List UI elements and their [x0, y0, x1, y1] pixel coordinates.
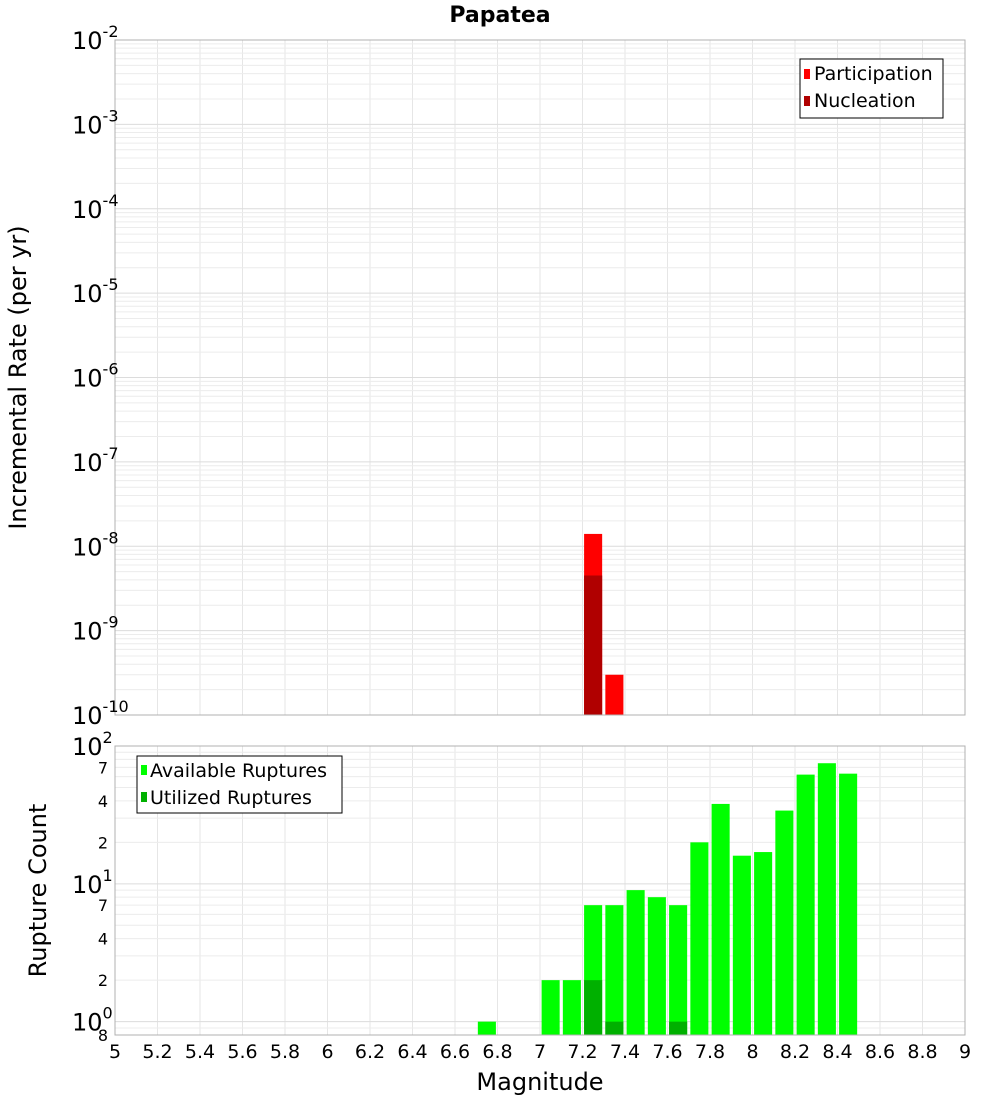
count-legend: Available Ruptures Utilized Ruptures — [136, 755, 343, 814]
available-ruptures-bar — [690, 842, 709, 1035]
available-ruptures-bar — [796, 774, 815, 1035]
available-ruptures-bar — [817, 763, 836, 1035]
rate-y-tick-label: 10-9 — [72, 613, 119, 646]
available-legend-swatch — [141, 765, 147, 775]
nucleation-bar — [584, 575, 603, 715]
count-legend-box — [136, 755, 343, 814]
rate-legend-box — [799, 58, 944, 119]
utilized-legend-swatch — [141, 792, 147, 802]
count-y-minor-tick-label: 4 — [98, 792, 108, 811]
x-tick-label: 6.8 — [482, 1041, 512, 1063]
rate-y-tick-label: 10-10 — [72, 697, 129, 730]
count-y-axis-label: Rupture Count — [24, 804, 52, 978]
x-tick-label: 8.8 — [907, 1041, 937, 1063]
rate-y-tick-label: 10-3 — [72, 106, 119, 139]
rate-y-tick-label: 10-8 — [72, 528, 119, 561]
x-tick-label: 6.4 — [397, 1041, 427, 1063]
count-y-minor-tick-label: 7 — [98, 758, 108, 777]
available-ruptures-bar — [477, 1021, 496, 1035]
participation-legend-swatch — [804, 69, 810, 79]
rate-y-tick-label: 10-5 — [72, 275, 119, 308]
count-y-minor-tick-label: 2 — [98, 971, 108, 990]
available-ruptures-bar — [562, 980, 581, 1035]
rate-y-tick-label: 10-7 — [72, 444, 119, 477]
available-legend-label: Available Ruptures — [150, 760, 327, 782]
rate-y-tick-label: 10-2 — [72, 22, 119, 55]
x-tick-label: 5 — [109, 1041, 121, 1063]
x-tick-label: 5.6 — [227, 1041, 257, 1063]
count-plot-frame — [114, 745, 966, 1036]
x-tick-label: 5.8 — [270, 1041, 300, 1063]
x-tick-label: 5.4 — [185, 1041, 215, 1063]
x-tick-label: 7.2 — [567, 1041, 597, 1063]
x-axis-label: Magnitude — [476, 1068, 603, 1096]
rate-y-tick-label: 10-6 — [72, 360, 119, 393]
x-tick-label: 7.6 — [652, 1041, 682, 1063]
x-tick-label: 9 — [959, 1041, 971, 1063]
count-y-ticks: 100 101 102 8 2 4 7 2 4 7 — [72, 728, 113, 1045]
count-y-tick-label: 102 — [72, 728, 113, 761]
available-ruptures-bar — [541, 980, 560, 1035]
rate-y-tick-label: 10-4 — [72, 191, 119, 224]
x-tick-label: 6.6 — [440, 1041, 470, 1063]
utilized-ruptures-bar — [605, 1021, 624, 1035]
chart-title: Papatea — [449, 3, 550, 28]
x-tick-label: 7.4 — [610, 1041, 640, 1063]
available-ruptures-bar — [775, 810, 794, 1035]
x-tick-label: 8.4 — [822, 1041, 852, 1063]
nucleation-legend-label: Nucleation — [814, 90, 916, 112]
count-y-minor-tick-label: 8 — [98, 1026, 108, 1045]
available-ruptures-bar — [839, 773, 858, 1035]
available-ruptures-bar — [732, 855, 751, 1035]
nucleation-legend-swatch — [804, 96, 810, 106]
rate-panel: 10-10 10-9 10-8 10-7 10-6 10-5 10-4 10-3 10-2 In… — [4, 22, 966, 730]
x-tick-label: 6 — [321, 1041, 333, 1063]
rate-plot-frame — [114, 39, 966, 716]
participation-bar — [605, 674, 624, 715]
available-ruptures-bar — [647, 897, 666, 1035]
count-panel: 100 101 102 8 2 4 7 2 4 7 5 5.2 5.4 5.6 5.8 6 6.2 6.4 6.6… — [24, 728, 971, 1096]
x-ticks: 5 5.2 5.4 5.6 5.8 6 6.2 6.4 6.6 6.8 7 7.2 7.4 7.6 7.8 8… — [109, 1041, 971, 1063]
count-y-minor-tick-label: 7 — [98, 896, 108, 915]
available-ruptures-bar — [626, 890, 645, 1035]
count-bars — [477, 763, 858, 1035]
rate-legend: Participation Nucleation — [799, 58, 944, 119]
count-y-tick-label: 100 — [72, 1004, 113, 1037]
rate-bars — [584, 533, 624, 715]
available-ruptures-bar — [669, 905, 688, 1035]
count-y-minor-tick-label: 4 — [98, 930, 108, 949]
x-tick-label: 8.2 — [780, 1041, 810, 1063]
x-tick-label: 8.6 — [865, 1041, 895, 1063]
available-ruptures-bar — [711, 803, 730, 1035]
rate-y-axis-label: Incremental Rate (per yr) — [4, 225, 32, 529]
utilized-legend-label: Utilized Ruptures — [150, 787, 312, 809]
count-y-tick-label: 101 — [72, 866, 113, 899]
participation-legend-label: Participation — [814, 63, 933, 85]
x-tick-label: 7 — [534, 1041, 546, 1063]
utilized-ruptures-bar — [669, 1021, 688, 1035]
x-tick-label: 7.8 — [695, 1041, 725, 1063]
x-tick-label: 6.2 — [355, 1041, 385, 1063]
x-tick-label: 8 — [746, 1041, 758, 1063]
available-ruptures-bar — [605, 905, 624, 1035]
rate-y-ticks: 10-10 10-9 10-8 10-7 10-6 10-5 10-4 10-3 10-2 — [72, 22, 129, 730]
count-y-minor-tick-label: 2 — [98, 833, 108, 852]
rate-grid — [114, 39, 966, 716]
available-ruptures-bar — [754, 852, 773, 1035]
utilized-ruptures-bar — [584, 980, 603, 1035]
x-tick-label: 5.2 — [142, 1041, 172, 1063]
